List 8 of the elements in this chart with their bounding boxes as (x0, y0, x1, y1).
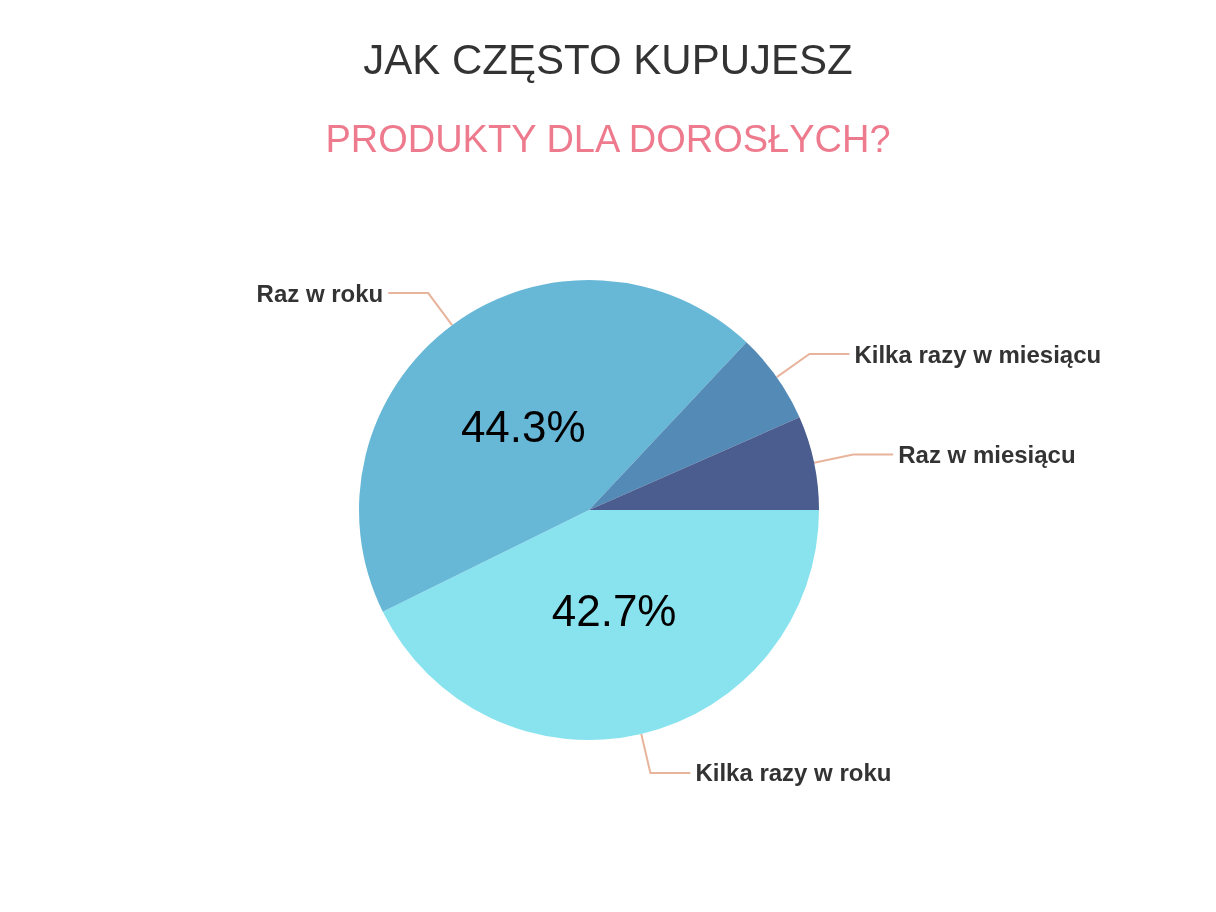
slice-label: Raz w miesiącu (898, 440, 1076, 468)
chart-subtitle: PRODUKTY DLA DOROSŁYCH? (325, 118, 891, 160)
data-label: 42.7% (551, 586, 677, 636)
chart-title: JAK CZĘSTO KUPUJESZ (363, 35, 853, 83)
data-label: 44.3% (460, 402, 586, 452)
slice-label: Kilka razy w roku (695, 759, 892, 787)
slice-label: Kilka razy w miesiącu (854, 340, 1102, 368)
slice-label: Raz w roku (256, 279, 384, 307)
